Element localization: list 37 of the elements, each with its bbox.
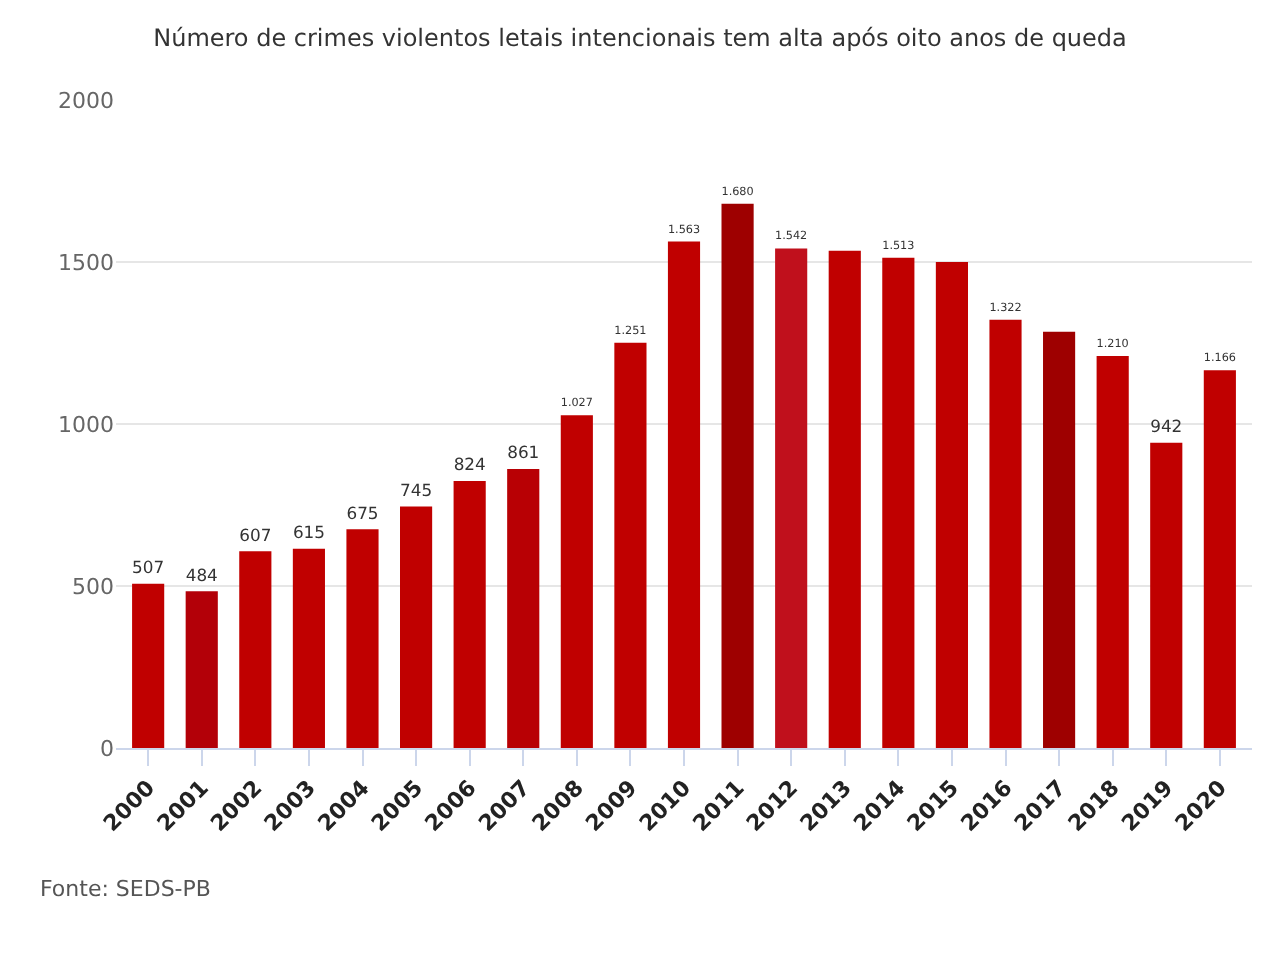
bar: [507, 469, 540, 748]
bar: [185, 591, 218, 748]
bar: [560, 415, 593, 748]
bar: [667, 241, 701, 748]
bar: [775, 248, 808, 748]
bar: [1203, 370, 1236, 748]
source-note: Fonte: SEDS-PB: [40, 876, 211, 902]
bar: [614, 342, 647, 748]
y-tick-label: 2000: [58, 87, 114, 114]
bar: [1043, 331, 1076, 748]
bar: [132, 583, 165, 748]
data-label: 607: [239, 524, 272, 545]
y-tick-label: 1500: [58, 249, 114, 276]
bar: [1150, 442, 1183, 748]
data-label: 507: [132, 557, 165, 578]
data-label: 861: [507, 442, 540, 463]
y-tick-label: 1000: [58, 411, 114, 438]
y-tick-label: 0: [100, 735, 114, 762]
bar: [292, 548, 325, 748]
data-label: 615: [292, 522, 325, 543]
bar: [400, 506, 433, 748]
bar: [882, 257, 915, 748]
chart-title: Número de crimes violentos letais intencionais tem alta após oito anos de queda: [153, 23, 1127, 52]
y-tick-label: 500: [72, 573, 114, 600]
data-label: 675: [346, 502, 379, 523]
data-label: 745: [400, 480, 433, 501]
bar: [935, 262, 968, 748]
bar: [239, 551, 272, 748]
data-label: 942: [1150, 416, 1183, 437]
bar: [1096, 355, 1129, 748]
data-label: 484: [185, 564, 218, 585]
bar: [828, 250, 861, 748]
bar: [453, 481, 486, 748]
bar: [989, 319, 1022, 748]
bar: [721, 203, 754, 748]
bar: [346, 529, 379, 748]
data-label: 824: [453, 454, 486, 475]
